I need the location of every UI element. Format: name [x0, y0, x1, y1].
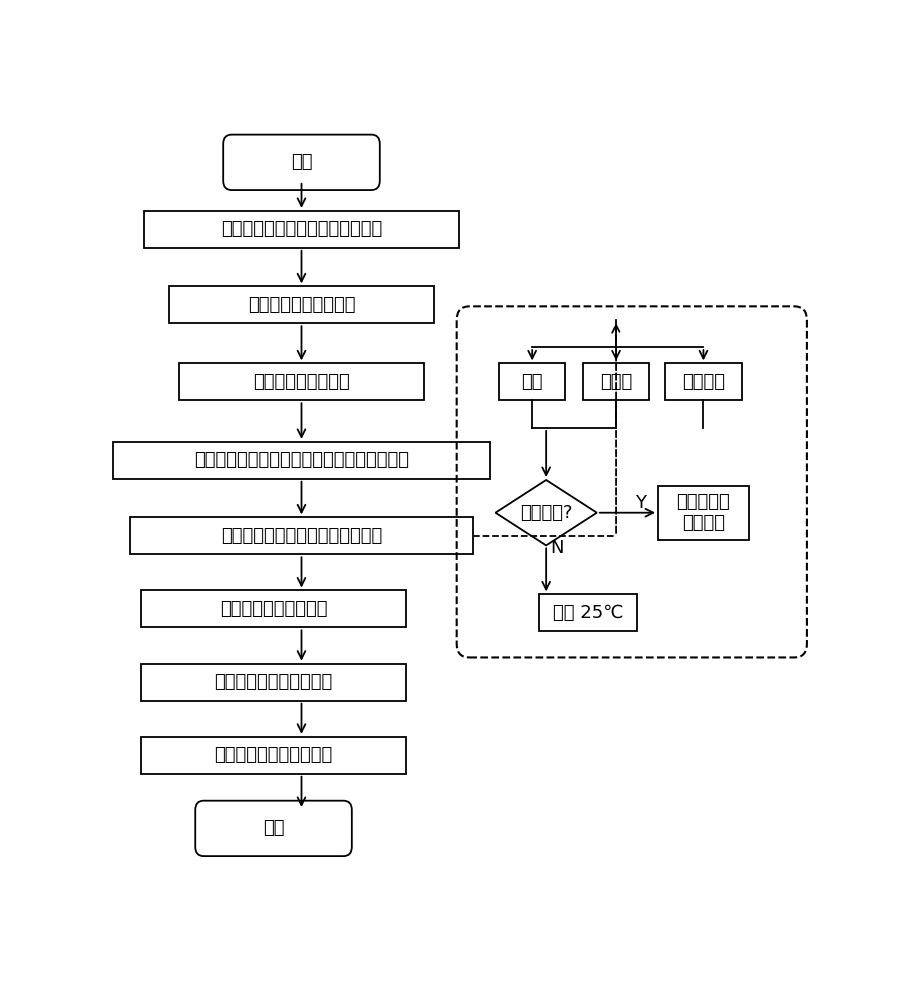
- Text: 分析元器件清单，调查元器件来源: 分析元器件清单，调查元器件来源: [221, 220, 382, 238]
- Text: Y: Y: [635, 494, 646, 512]
- Bar: [499, 363, 566, 400]
- Bar: [169, 286, 435, 323]
- Bar: [144, 211, 459, 248]
- Text: 综合计算产品工作失效率: 综合计算产品工作失效率: [215, 746, 333, 764]
- Bar: [141, 590, 406, 627]
- Text: N: N: [550, 539, 564, 557]
- Text: 选择可靠性预计手册: 选择可靠性预计手册: [253, 373, 350, 391]
- FancyBboxPatch shape: [195, 801, 352, 856]
- Text: 结束: 结束: [262, 819, 284, 837]
- Text: 计算元器件工作失效率: 计算元器件工作失效率: [220, 600, 327, 618]
- Text: 温度应力的
年平均值: 温度应力的 年平均值: [676, 493, 731, 532]
- Bar: [141, 664, 406, 701]
- Text: 使用环境: 使用环境: [682, 373, 725, 391]
- Text: 对电子元器件进行分类: 对电子元器件进行分类: [248, 296, 355, 314]
- Text: 电应力: 电应力: [600, 373, 632, 391]
- Bar: [665, 363, 741, 400]
- Text: 开始: 开始: [290, 153, 312, 171]
- Bar: [141, 737, 406, 774]
- Text: 分析产品工作过程中所承受的应力: 分析产品工作过程中所承受的应力: [221, 527, 382, 545]
- Bar: [113, 442, 491, 479]
- Text: 常温 25℃: 常温 25℃: [553, 604, 623, 622]
- Bar: [130, 517, 473, 554]
- Text: 确定元器件应力分析的模型，统计元器件信息: 确定元器件应力分析的模型，统计元器件信息: [194, 451, 409, 469]
- Bar: [179, 363, 424, 400]
- Bar: [539, 594, 637, 631]
- Bar: [658, 486, 749, 540]
- FancyBboxPatch shape: [223, 135, 380, 190]
- Polygon shape: [495, 480, 597, 545]
- Text: 户外工作?: 户外工作?: [520, 504, 573, 522]
- Text: 绘制产品任务可靠性框图: 绘制产品任务可靠性框图: [215, 673, 333, 691]
- Bar: [583, 363, 649, 400]
- Text: 温度: 温度: [521, 373, 543, 391]
